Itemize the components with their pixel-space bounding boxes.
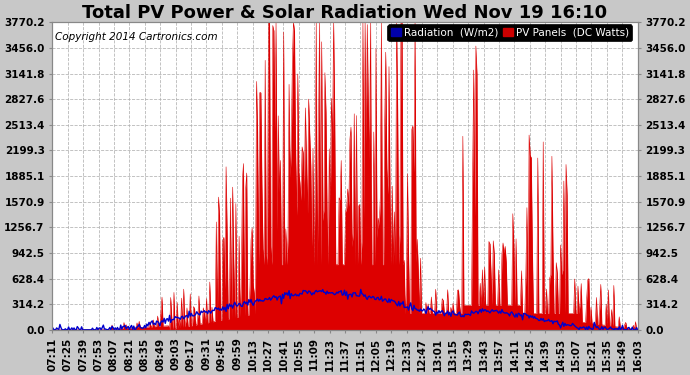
Title: Total PV Power & Solar Radiation Wed Nov 19 16:10: Total PV Power & Solar Radiation Wed Nov… (82, 4, 608, 22)
Legend: Radiation  (W/m2), PV Panels  (DC Watts): Radiation (W/m2), PV Panels (DC Watts) (388, 24, 633, 41)
Text: Copyright 2014 Cartronics.com: Copyright 2014 Cartronics.com (55, 32, 218, 42)
